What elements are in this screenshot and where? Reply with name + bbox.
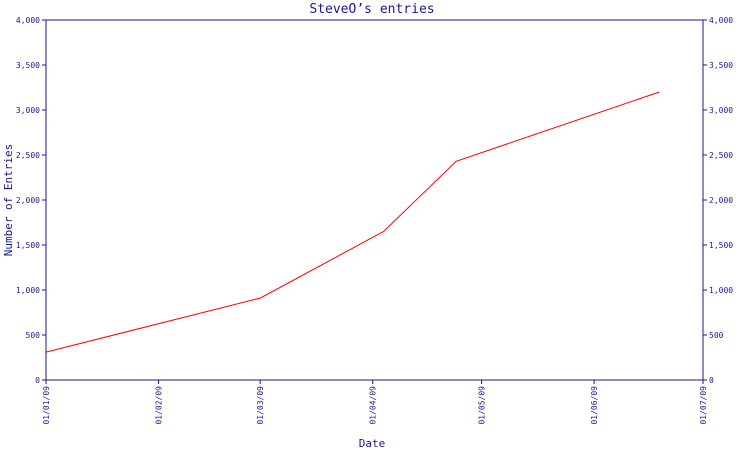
- y-tick-label-right: 3,000: [709, 106, 733, 115]
- x-tick-label: 01/06/09: [590, 386, 599, 425]
- y-tick-label-left: 2,500: [16, 151, 40, 160]
- y-tick-label-right: 2,500: [709, 151, 733, 160]
- y-tick-label-right: 500: [709, 331, 724, 340]
- y-tick-label-right: 2,000: [709, 196, 733, 205]
- y-tick-label-left: 3,000: [16, 106, 40, 115]
- x-tick-label: 01/01/09: [42, 386, 51, 425]
- y-tick-label-right: 1,000: [709, 286, 733, 295]
- y-tick-label-left: 4,000: [16, 16, 40, 25]
- y-tick-label-left: 1,000: [16, 286, 40, 295]
- y-axis-label: Number of Entries: [2, 144, 15, 257]
- y-tick-label-right: 3,500: [709, 61, 733, 70]
- x-tick-label: 01/05/09: [478, 386, 487, 425]
- series-line: [45, 91, 660, 353]
- x-tick-label: 01/04/09: [369, 386, 378, 425]
- y-axis-ticks: 0 0 500 500 1,000 1,000 1,500 1,500 2,000 2,000 2,…: [16, 16, 733, 385]
- y-tick-label-right: 4,000: [709, 16, 733, 25]
- y-tick-label-left: 1,500: [16, 241, 40, 250]
- x-tick-label: 01/02/09: [155, 386, 164, 425]
- y-tick-label-right: 0: [709, 376, 714, 385]
- series-layer: [45, 91, 660, 353]
- x-axis-label: Date: [359, 437, 386, 450]
- y-tick-label-left: 500: [26, 331, 41, 340]
- x-tick-label: 01/07/09: [699, 386, 708, 425]
- y-tick-label-left: 2,000: [16, 196, 40, 205]
- x-tick-label: 01/03/09: [256, 386, 265, 425]
- y-tick-label-left: 0: [35, 376, 40, 385]
- x-axis-ticks: 01/01/09 01/02/09 01/03/09 01/04/09 01/05/09…: [42, 380, 708, 425]
- chart-title: SteveO’s entries: [309, 2, 434, 17]
- plot-area: [45, 19, 704, 381]
- y-tick-label-left: 3,500: [16, 61, 40, 70]
- y-tick-label-right: 1,500: [709, 241, 733, 250]
